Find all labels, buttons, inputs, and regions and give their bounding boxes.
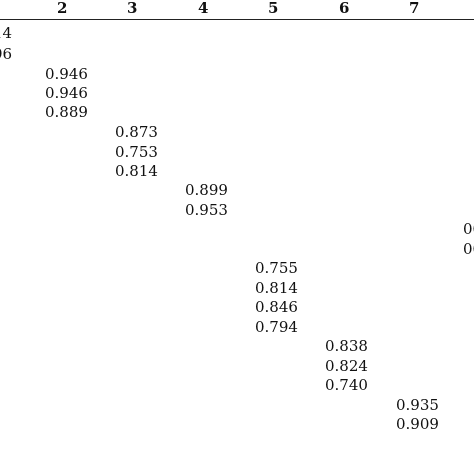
table-cell: 14 bbox=[0, 24, 13, 42]
table-cell: 0.953 bbox=[185, 201, 228, 219]
table-cell: 0.935 bbox=[396, 396, 439, 414]
table-cell: 0.740 bbox=[325, 376, 368, 394]
column-header-7: 7 bbox=[409, 0, 420, 17]
column-header-6: 6 bbox=[339, 0, 350, 17]
table-cell: 96 bbox=[0, 45, 13, 63]
table-cell: 0.889 bbox=[45, 103, 88, 121]
table-cell: 0.824 bbox=[325, 357, 368, 375]
table-cell: 0.794 bbox=[255, 318, 298, 336]
table-cell: 00 bbox=[463, 240, 474, 258]
table-cell: 0.909 bbox=[396, 415, 439, 433]
table-cell: 0.873 bbox=[115, 123, 158, 141]
header-rule bbox=[0, 19, 474, 20]
table-cell: 0.846 bbox=[255, 298, 298, 316]
table-cell: 0.946 bbox=[45, 65, 88, 83]
column-header-3: 3 bbox=[127, 0, 138, 17]
column-header-5: 5 bbox=[268, 0, 279, 17]
table-cell: 0.838 bbox=[325, 337, 368, 355]
table-cell: 0.753 bbox=[115, 143, 158, 161]
table-cell: 0.755 bbox=[255, 259, 298, 277]
table-cell: 0.899 bbox=[185, 181, 228, 199]
table-cell: 0.814 bbox=[115, 162, 158, 180]
column-header-2: 2 bbox=[57, 0, 68, 17]
table-cell: 0.814 bbox=[255, 279, 298, 297]
table-cell: 00 bbox=[463, 220, 474, 238]
table-cell: 0.946 bbox=[45, 84, 88, 102]
column-header-4: 4 bbox=[198, 0, 209, 17]
